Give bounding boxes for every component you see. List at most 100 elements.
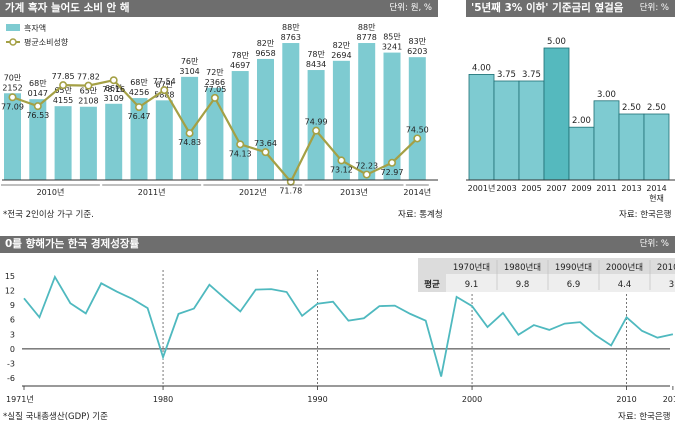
consumption-point [387,158,396,167]
table-row-label: 평균 [424,279,440,290]
rate-bar [568,126,595,181]
surplus-label-won: 2694 [331,51,351,60]
rate-bar [618,113,645,181]
group-label: 2010년 [37,187,65,197]
rate-value-label: 3.00 [597,90,616,100]
x-tick-label: 1971년 [6,394,34,404]
surplus-bar [54,106,72,180]
rate-bar [493,80,520,181]
rate-value-label: 4.00 [472,63,491,73]
legend-line-label: 평균소비성향 [24,37,69,47]
panel1-footnote: *전국 2인이상 가구 기준. [3,210,94,220]
surplus-label-won: 2152 [2,83,22,92]
legend-bar-swatch [6,24,20,31]
surplus-label-won: 3241 [382,43,402,52]
surplus-bar [282,43,300,180]
surplus-label-man: 67만 [156,80,174,89]
rate-bar [543,47,570,181]
surplus-label-won: 5888 [154,90,174,99]
rate-category-label: 2007 [546,184,566,193]
table-value-cell: 4.4 [618,280,632,290]
consumption-value-label: 73.12 [330,165,353,174]
surplus-label-man: 88만 [358,23,376,32]
surplus-label-man: 65만 [80,87,98,96]
surplus-label-won: 6203 [407,47,427,56]
surplus-bar [4,93,21,180]
table-header-cell: 2000년대 [606,262,643,273]
rate-category-label: 현재 [649,194,664,203]
legend-bar-label: 흑자액 [24,23,46,33]
consumption-point [135,103,144,112]
table-value-cell: 3.0 [669,280,675,290]
surplus-bar [332,60,350,180]
group-label: 2012년 [239,187,267,197]
surplus-bar [307,70,325,180]
surplus-label-man: 78만 [231,51,249,60]
surplus-label-man: 66만 [105,84,123,93]
consumption-value-label: 76.47 [128,112,151,121]
surplus-bar [206,87,224,180]
surplus-label-won: 0147 [28,89,48,98]
surplus-bar [257,58,274,180]
surplus-label-man: 82만 [333,41,351,50]
table-rowlabel-bg [418,274,446,292]
rate-category-label: 2014 [646,184,666,193]
rate-bar [518,80,545,181]
y-tick-label: 6 [10,316,15,325]
panel1-header: 가계 흑자 늘어도 소비 안 해 단위: 원, % [0,0,438,17]
rate-value-label: 2.50 [647,103,666,113]
table-header-bg [418,258,675,274]
consumption-point [185,129,194,138]
surplus-label-won: 4256 [129,88,149,97]
consumption-point [210,93,219,102]
panel2-unit: 단위: % [639,3,669,13]
consumption-point [362,170,371,179]
consumption-point [84,81,93,90]
surplus-label-won: 3104 [179,67,199,76]
consumption-point [8,93,17,102]
consumption-point [236,140,245,149]
y-tick-label: -3 [7,359,15,368]
surplus-bar [79,106,97,180]
surplus-label-won: 9658 [255,49,275,58]
table-header-cell: 1970년대 [453,262,490,273]
consumption-value-label: 74.50 [406,125,429,134]
surplus-bar [181,76,199,180]
table-value-cell: 9.1 [465,280,479,290]
consumption-value-label: 78.16 [102,85,125,94]
panel1-source: 자료: 통계청 [398,210,443,220]
surplus-bar [130,98,148,180]
rate-value-label: 5.00 [547,37,566,47]
surplus-label-man: 72만 [206,68,224,77]
consumption-point [337,156,346,165]
consumption-value-label: 77.09 [1,102,24,111]
panel1-title: 가계 흑자 늘어도 소비 안 해 [5,2,130,14]
rate-category-label: 2009 [571,184,591,193]
y-tick-label: 3 [10,330,15,339]
table-header-cell: 1980년대 [504,262,541,273]
rate-category-label: 2013 [621,184,641,193]
surplus-bar [383,52,401,181]
consumption-value-label: 74.83 [178,138,201,147]
legend-line-marker [9,38,17,46]
surplus-bar [155,100,173,180]
rate-bar [643,113,670,181]
consumption-point [160,86,169,95]
y-tick-label: 0 [10,345,15,354]
consumption-value-label: 77.05 [203,85,226,94]
surplus-bar [231,71,249,180]
surplus-bar [105,103,123,180]
y-tick-label: 15 [5,272,15,281]
base-rate-chart: 4.00 2001년 3.75 2003 3.75 2005 5.00 2007 2.00 200… [466,37,675,203]
surplus-label-man: 68만 [29,79,47,88]
panel3-footnote: *실질 국내총생산(GDP) 기준 [3,412,108,422]
gdp-growth-chart: 15 12 9 6 3 0 -3 -6 1971년 1980 1990 2000 2010 2013 평균 1… [5,258,675,404]
surplus-label-man: 65만 [54,86,72,95]
surplus-label-man: 70만 [4,73,22,82]
rate-category-label: 2001년 [468,183,496,193]
surplus-label-man: 83만 [409,37,427,46]
y-tick-label: -6 [7,374,15,383]
group-label: 2013년 [340,187,368,197]
table-row-bg [446,274,675,292]
